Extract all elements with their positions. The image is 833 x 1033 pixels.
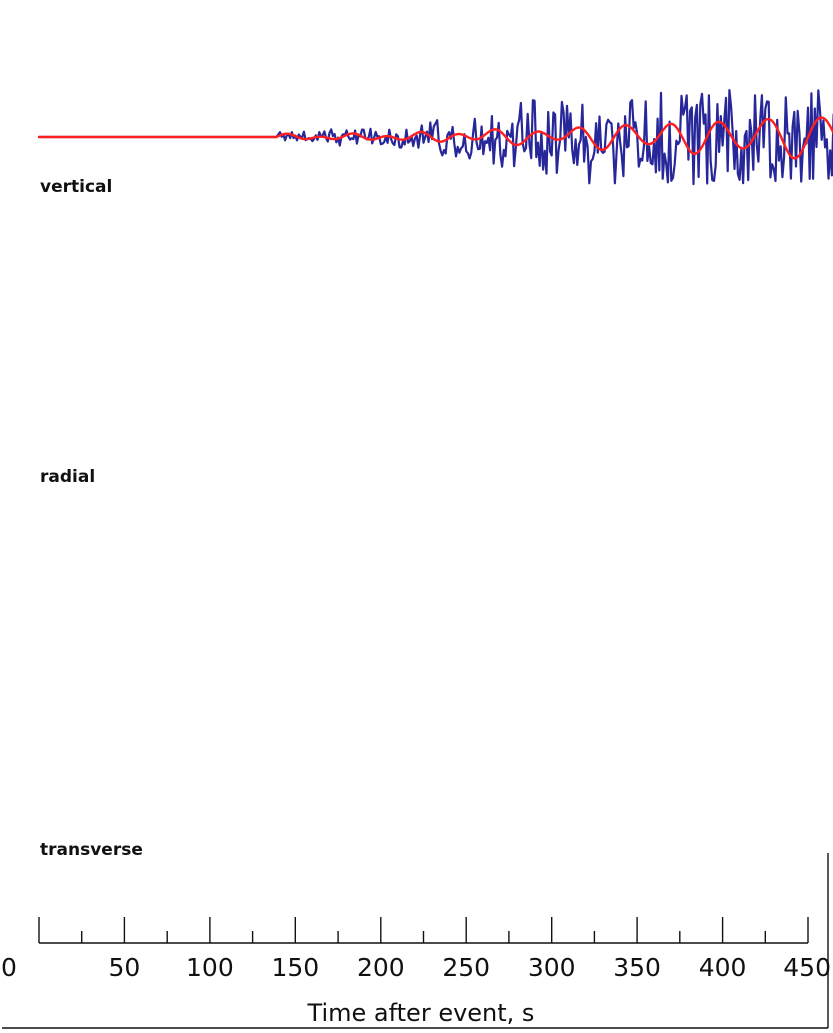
- x-tick-label: 250: [442, 953, 490, 982]
- x-tick-label: 400: [699, 953, 747, 982]
- panel-label-vertical: vertical: [40, 177, 112, 197]
- x-tick-label: 50: [108, 953, 140, 982]
- x-tick-label: 100: [186, 953, 234, 982]
- x-axis-title: Time after event, s: [307, 999, 535, 1027]
- x-axis-ticks: [38, 917, 809, 943]
- panel-label-transverse: transverse: [40, 840, 143, 860]
- x-tick-label: 150: [271, 953, 319, 982]
- x-tick-label: 300: [528, 953, 576, 982]
- panel-vertical: vertical: [37, 89, 833, 197]
- x-axis: 0 50 100 150 200 250 300 350 400 450 Time after e…: [1, 917, 831, 1027]
- x-tick-label: 350: [613, 953, 661, 982]
- panel-radial: radial: [40, 467, 95, 487]
- x-axis-tick-labels: 0 50 100 150 200 250 300 350 400 450: [1, 953, 831, 982]
- x-tick-label: 450: [783, 953, 831, 982]
- vertical-red-trace: [37, 116, 833, 160]
- x-tick-label: 200: [357, 953, 405, 982]
- x-tick-label: 0: [1, 953, 17, 982]
- panel-label-radial: radial: [40, 467, 95, 487]
- panel-transverse: transverse: [40, 840, 143, 860]
